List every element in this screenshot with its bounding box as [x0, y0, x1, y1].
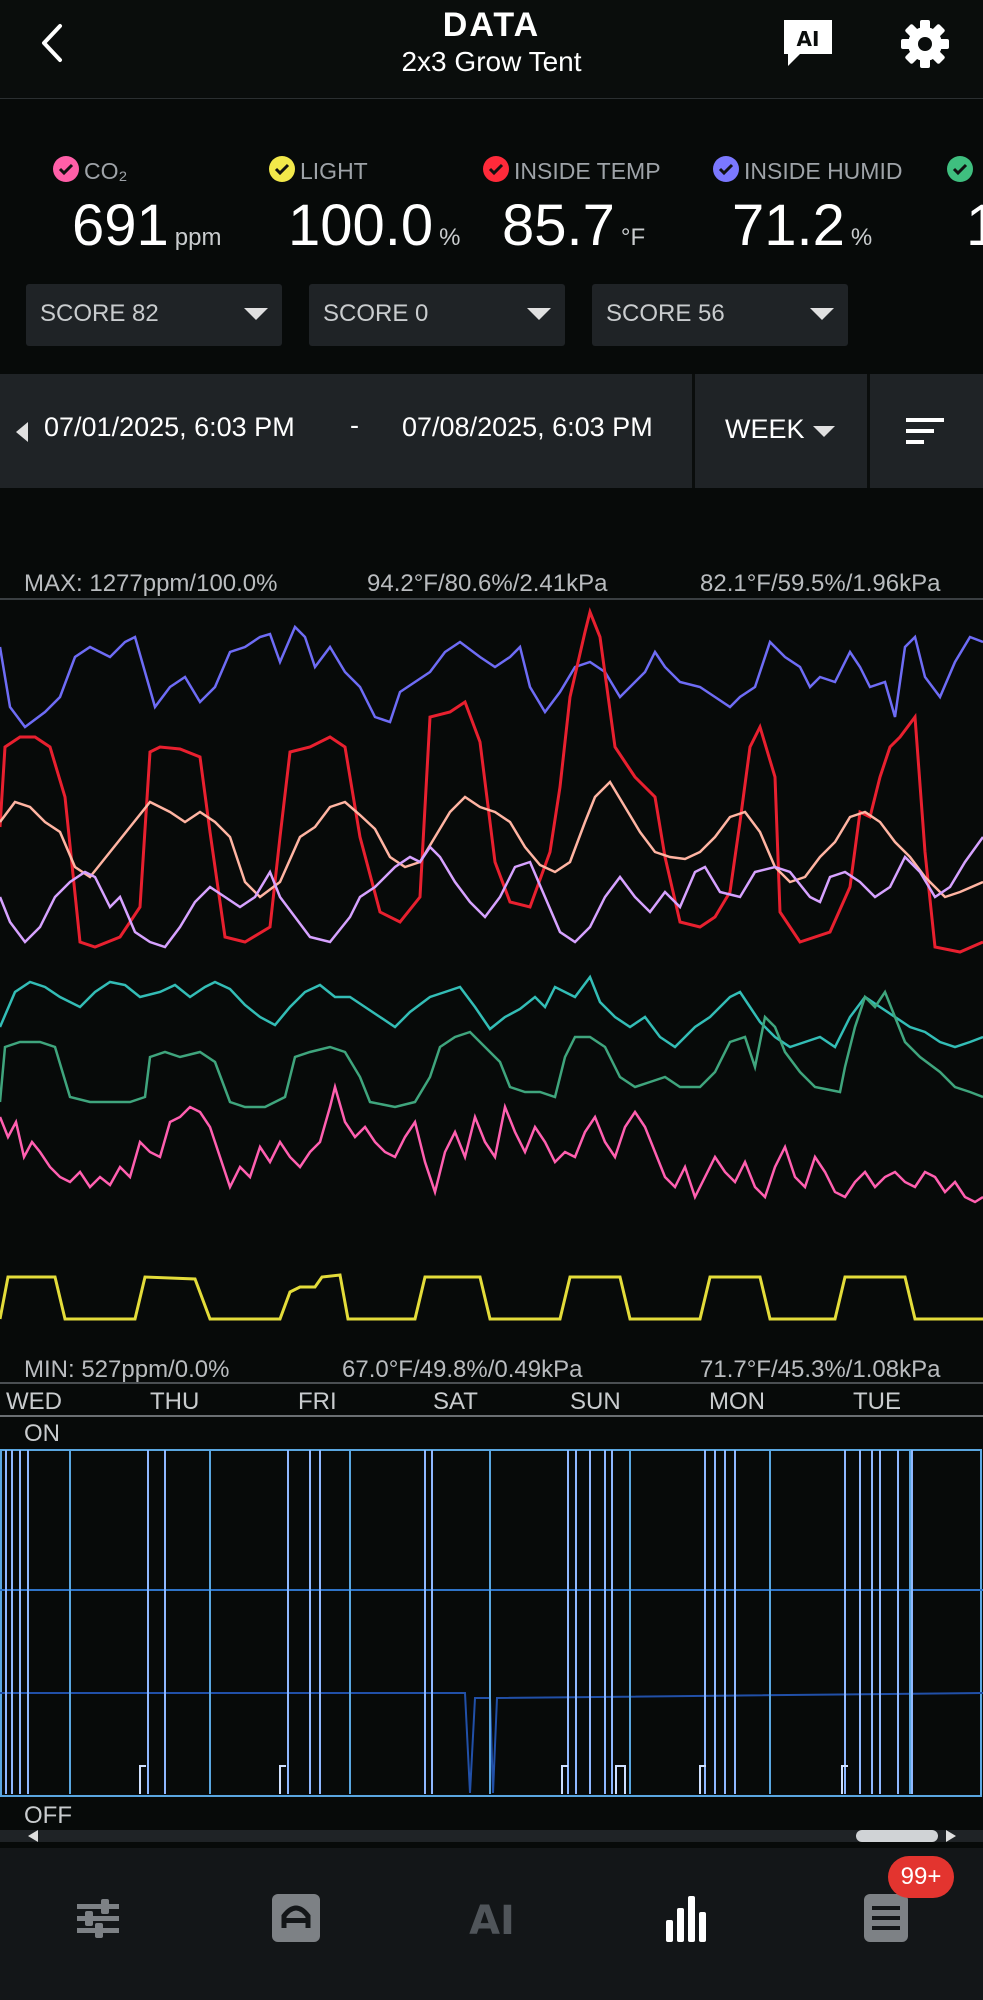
nav-device[interactable] [266, 1890, 326, 1946]
score-label: SCORE 82 [40, 300, 159, 327]
sensor-value: 1. [966, 193, 983, 258]
end-date[interactable]: 07/08/2025, 6:03 PM [402, 412, 653, 442]
sensor-unit: % [439, 224, 461, 251]
sensor-label: LIGHT [300, 158, 368, 184]
min-label-inside: 67.0°F/49.8%/0.49kPa [342, 1356, 583, 1383]
sensor-label: INSIDE TEMP [514, 158, 661, 184]
caret-down-icon [810, 308, 834, 320]
axis-line [0, 1415, 983, 1417]
sensor-unit: % [850, 224, 873, 251]
bottom-nav [0, 1848, 983, 2000]
period-label: WEEK [725, 414, 805, 444]
check-icon [53, 156, 79, 182]
start-date[interactable]: 07/01/2025, 6:03 PM [44, 412, 295, 442]
sort-button[interactable] [866, 374, 983, 488]
timeline-scrollbar[interactable] [0, 1830, 983, 1842]
page-title: DATA [442, 6, 541, 44]
caret-down-icon [813, 426, 835, 437]
off-label: OFF [24, 1802, 72, 1829]
gear-icon [901, 20, 949, 68]
device-name: 2x3 Grow Tent [401, 46, 582, 77]
sensor-value: 85.7 [502, 193, 615, 258]
nav-ai[interactable]: AI [462, 1890, 522, 1946]
check-icon [269, 156, 295, 182]
ai-chat-icon: AI [784, 20, 832, 66]
device-icon [272, 1894, 320, 1942]
svg-text:AI: AI [469, 1898, 515, 1944]
sensor-value: 71.2 [732, 193, 845, 258]
light-series [0, 1273, 983, 1321]
nav-log[interactable] [856, 1890, 916, 1946]
caret-left-icon [16, 422, 28, 442]
sensor-value: 100.0 [288, 193, 434, 258]
sensor-label: CO₂ [84, 158, 128, 184]
vpd-series [0, 989, 983, 1109]
sort-icon [906, 418, 944, 444]
score-dropdown[interactable]: SCORE 82 [26, 284, 282, 346]
sensor-chart[interactable] [0, 597, 983, 1377]
controls-icon [77, 1899, 119, 1938]
sensor-label: INSIDE HUMID [744, 158, 903, 184]
sensor-value: 691 [72, 193, 169, 258]
humid-series [0, 624, 983, 729]
check-icon [483, 156, 509, 182]
teal-series [0, 974, 983, 1049]
min-label-co2-light: MIN: 527ppm/0.0% [24, 1356, 230, 1383]
day-label: SAT [433, 1388, 478, 1415]
day-label: FRI [298, 1388, 337, 1415]
sensor-unit: ppm [174, 224, 222, 251]
score-label: SCORE 56 [606, 300, 725, 327]
score-label: SCORE 0 [323, 300, 429, 327]
previous-period-button[interactable] [14, 420, 30, 449]
caret-right-icon[interactable] [944, 1830, 958, 1842]
sensor-unit: °F [620, 224, 646, 251]
caret-down-icon [244, 308, 268, 320]
on-label: ON [24, 1420, 60, 1447]
day-label: MON [709, 1388, 765, 1415]
score-dropdown[interactable]: SCORE 0 [309, 284, 565, 346]
day-label: TUE [853, 1388, 901, 1415]
max-label-outside: 82.1°F/59.5%/1.96kPa [700, 570, 941, 597]
nav-data[interactable] [660, 1890, 720, 1946]
day-label: THU [150, 1388, 200, 1415]
device-activity-chart[interactable] [0, 1448, 983, 1798]
ai-icon: AI [469, 1898, 515, 1944]
back-button[interactable] [30, 18, 80, 68]
outside-humid-series [0, 836, 983, 949]
chevron-left-icon [42, 24, 62, 62]
max-label-co2-light: MAX: 1277ppm/100.0% [24, 570, 278, 597]
check-icon [947, 156, 973, 182]
score-dropdown[interactable]: SCORE 56 [592, 284, 848, 346]
date-separator: - [350, 410, 359, 440]
min-label-outside: 71.7°F/45.3%/1.08kPa [700, 1356, 941, 1383]
nav-controls[interactable] [69, 1890, 129, 1946]
max-label-inside: 94.2°F/80.6%/2.41kPa [367, 570, 608, 597]
axis-line [0, 1382, 983, 1384]
period-dropdown[interactable]: WEEK [692, 374, 870, 488]
caret-down-icon [527, 308, 551, 320]
check-icon [713, 156, 739, 182]
outside-temp-series [0, 779, 983, 899]
caret-left-icon[interactable] [26, 1830, 40, 1842]
temp-series [0, 607, 983, 954]
ai-chat-button[interactable]: AI [778, 16, 838, 70]
svg-text:AI: AI [797, 27, 820, 51]
settings-button[interactable] [895, 16, 955, 72]
scrollbar-thumb[interactable] [856, 1830, 938, 1842]
co2-series [0, 1082, 983, 1204]
notification-badge: 99+ [888, 1856, 954, 1898]
data-icon [666, 1896, 706, 1942]
day-label: SUN [570, 1388, 621, 1415]
log-icon [864, 1894, 908, 1942]
day-label: WED [6, 1388, 62, 1415]
